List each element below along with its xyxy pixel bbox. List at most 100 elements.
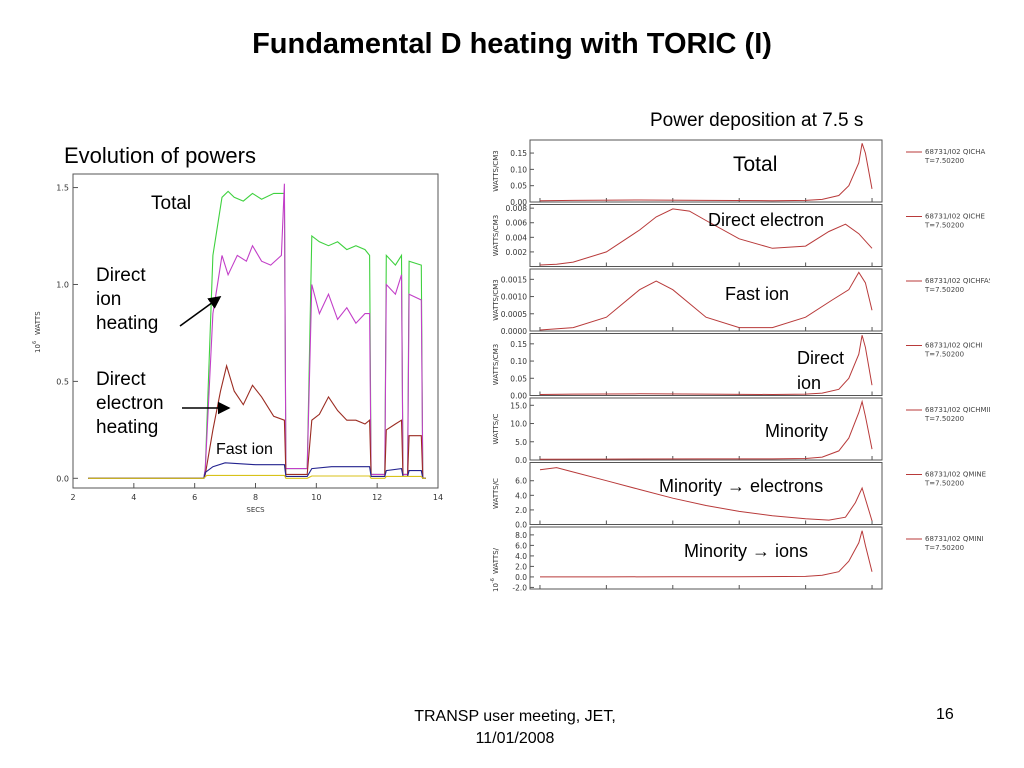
panel-frame xyxy=(529,333,883,396)
panel-frame xyxy=(529,139,883,203)
panel-y-tick-label: 15.0 xyxy=(510,401,527,410)
arrow-direct-ion xyxy=(179,296,222,327)
panel-y-tick-label: 0.0015 xyxy=(501,275,527,284)
panel-y-axis-unit: WATTS/C xyxy=(492,413,500,444)
profile-line xyxy=(539,143,873,202)
profile-line xyxy=(539,335,873,396)
power-deposition-chart: 0.15 0.10 0.05 0.00 WATTS/CM3 68731/I02 QICHA… xyxy=(490,139,990,592)
panel-y-axis-unit: WATTS/CM3 xyxy=(492,279,500,320)
panel-label-2: Direct electron xyxy=(708,210,825,230)
panel-label-3: Fast ion xyxy=(725,284,790,304)
panel-frame xyxy=(529,462,883,525)
left-x-tick-label: 4 xyxy=(131,493,136,502)
panel-y-tick-label: 0.0 xyxy=(515,573,527,582)
legend-time-label: T=7.50200 xyxy=(924,415,964,423)
panel-y-axis-unit: WATTS/ xyxy=(492,547,500,574)
panel-y-tick-label: 0.05 xyxy=(510,182,527,191)
left-y-tick-label: 0.0 xyxy=(56,474,69,483)
panel-y-tick-label: 8.0 xyxy=(515,531,527,540)
panel-y-tick-label: 2.0 xyxy=(515,562,527,571)
panel-y-tick-label: 0.0010 xyxy=(501,293,527,302)
annotation-fast-ion: Fast ion xyxy=(216,441,273,458)
annotation-direct-electron-line2: electron xyxy=(96,393,164,414)
legend-time-label: T=7.50200 xyxy=(924,351,964,359)
page-number: 16 xyxy=(936,706,954,723)
panel-y-tick-label: 0.15 xyxy=(510,340,527,349)
panel-y-axis-prefix: 10 xyxy=(492,583,500,592)
panel-label-1: Total xyxy=(733,153,778,176)
profile-line xyxy=(539,271,873,331)
panel-y-tick-label: 4.0 xyxy=(515,552,527,561)
slide-title: Fundamental D heating with TORIC (I) xyxy=(252,28,772,60)
legend-series-label: 68731/I02 QICHI xyxy=(925,342,983,350)
legend-time-label: T=7.50200 xyxy=(924,157,964,165)
annotation-direct-ion-heading: Direct ion heating xyxy=(96,264,158,336)
profile-panel-1: 0.15 0.10 0.05 0.00 WATTS/CM3 68731/I02 QICHA… xyxy=(492,139,986,207)
footer-line2: 11/01/2008 xyxy=(475,730,555,747)
left-y-axis-exponent: 6 xyxy=(32,341,38,344)
profile-line xyxy=(539,467,873,522)
panel-label-line: ion xyxy=(797,373,822,393)
legend-time-label: T=7.50200 xyxy=(924,286,964,294)
annotation-direct-electron-line1: Direct xyxy=(96,369,146,390)
panel-y-axis-exponent: -6 xyxy=(490,578,496,583)
right-arrow-icon: → xyxy=(727,476,751,496)
panel-y-tick-label: 0.00 xyxy=(510,392,527,401)
profile-panel-5: 15.0 10.0 5.0 0.0 WATTS/C 68731/I02 QICHMINT=… xyxy=(492,397,990,465)
left-x-tick-label: 14 xyxy=(433,493,443,502)
panel-y-tick-label: 0.008 xyxy=(506,204,528,213)
left-x-tick-label: 6 xyxy=(192,493,197,502)
panel-y-tick-label: 0.006 xyxy=(506,219,528,228)
panel-y-tick-label: 10.0 xyxy=(510,420,527,429)
panel-label-suffix: electrons xyxy=(750,476,824,496)
panel-y-axis-unit: WATTS/C xyxy=(492,478,500,509)
panel-y-tick-label: 0.10 xyxy=(510,357,527,366)
profile-panel-7: 8.06.0 4.02.0 0.0-2.0 10-6 WATTS/68731/I02 Q… xyxy=(490,526,984,592)
left-y-tick-label: 1.5 xyxy=(56,184,69,193)
panel-y-axis-unit: WATTS/CM3 xyxy=(492,150,500,191)
panel-y-axis-label: 10-6 WATTS/ xyxy=(490,547,500,592)
legend-series-label: 68731/I02 QMINI xyxy=(925,535,984,543)
annotation-direct-ion-line2: ion xyxy=(96,289,122,310)
panel-y-tick-label: 0.10 xyxy=(510,165,527,174)
annotation-direct-ion-line1: Direct xyxy=(96,265,146,286)
panel-y-axis-label: WATTS/CM3 xyxy=(492,279,500,320)
legend-series-label: 68731/I02 QICHMIN xyxy=(925,406,990,414)
panel-y-tick-label: 0.0000 xyxy=(501,327,527,336)
left-y-axis-label: 106 WATTS xyxy=(32,311,42,353)
legend-time-label: T=7.50200 xyxy=(924,544,964,552)
legend-series-label: 68731/I02 QMINE xyxy=(925,471,986,479)
left-x-tick-label: 8 xyxy=(253,493,258,502)
annotation-total: Total xyxy=(151,193,192,214)
panel-label-7: Minority → ions xyxy=(684,539,808,564)
right-arrow-icon: → xyxy=(752,541,776,561)
profile-panel-4: 0.15 0.10 0.05 0.00 WATTS/CM3 68731/I02 QICHI… xyxy=(492,333,983,401)
profile-panel-2: 0.008 0.006 0.004 0.002 WATTS/CM3 68731/I02 Q… xyxy=(492,204,985,267)
panel-label-4: Direct ion xyxy=(797,346,844,396)
panel-frame xyxy=(529,397,883,461)
panel-y-tick-label: 0.0005 xyxy=(501,310,527,319)
footer-text: TRANSP user meeting, JET, 11/01/2008 xyxy=(370,706,660,750)
series-line-ion xyxy=(88,183,426,479)
profile-line xyxy=(540,530,873,578)
panel-y-tick-label: 0.0 xyxy=(515,521,527,530)
panel-y-tick-label: 2.0 xyxy=(515,506,527,515)
panel-y-tick-label: 6.0 xyxy=(515,477,527,486)
panel-y-tick-label: 0.0 xyxy=(515,456,527,465)
panel-y-axis-label: WATTS/CM3 xyxy=(492,344,500,385)
left-x-tick-label: 2 xyxy=(70,493,75,502)
panel-y-tick-label: 4.0 xyxy=(515,491,527,500)
footer-line1: TRANSP user meeting, JET, xyxy=(414,708,616,725)
left-x-axis-label: SECS xyxy=(246,506,265,514)
panel-y-tick-label: 0.002 xyxy=(506,248,528,257)
legend-time-label: T=7.50200 xyxy=(924,222,964,230)
panel-y-axis-unit: WATTS/CM3 xyxy=(492,215,500,256)
annotation-direct-electron-line3: heating xyxy=(96,417,159,438)
series-line-fast xyxy=(88,462,426,479)
panel-y-tick-label: 6.0 xyxy=(515,541,527,550)
panel-frame xyxy=(529,204,883,267)
legend-series-label: 68731/I02 QICHE xyxy=(925,213,985,221)
